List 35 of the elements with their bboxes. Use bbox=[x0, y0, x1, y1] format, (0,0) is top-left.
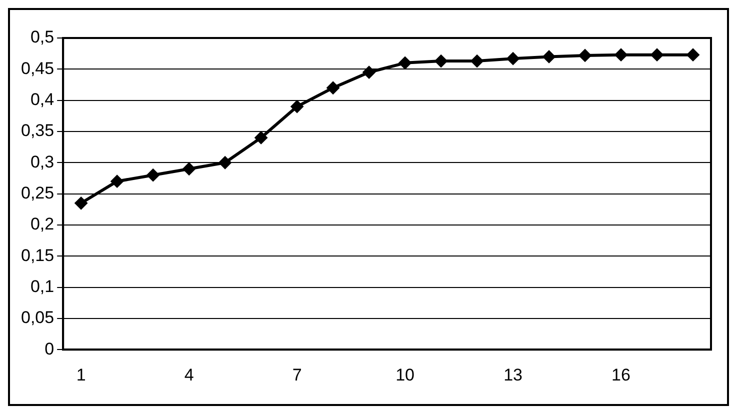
y-tick-label: 0,35 bbox=[20, 121, 54, 140]
point bbox=[254, 131, 268, 144]
x-tick-label: 4 bbox=[184, 365, 194, 384]
y-tick-label: 0,15 bbox=[20, 246, 54, 265]
point bbox=[650, 48, 664, 62]
x-tick-label: 7 bbox=[292, 365, 302, 384]
point bbox=[470, 54, 484, 68]
y-tick-label: 0,25 bbox=[20, 183, 54, 202]
y-tick-label: 0,05 bbox=[20, 308, 54, 328]
point bbox=[182, 162, 196, 176]
y-tick-label: 0,45 bbox=[20, 58, 54, 78]
point bbox=[146, 168, 160, 182]
y-tick-label: 0,3 bbox=[30, 152, 54, 172]
y-tick-label: 0 bbox=[44, 339, 54, 358]
y-tick-label: 0,5 bbox=[30, 28, 54, 47]
x-tick-label: 13 bbox=[504, 365, 522, 384]
y-tick-label: 0,2 bbox=[30, 214, 54, 234]
point bbox=[290, 100, 304, 114]
point bbox=[434, 54, 448, 68]
x-tick-label: 10 bbox=[396, 365, 414, 384]
point bbox=[542, 50, 556, 64]
point bbox=[110, 174, 124, 188]
y-tick-label: 0,4 bbox=[30, 90, 54, 110]
point bbox=[614, 48, 628, 62]
point bbox=[74, 196, 88, 210]
point bbox=[218, 156, 232, 170]
point bbox=[326, 81, 340, 94]
point bbox=[362, 66, 376, 79]
y-tick-label: 0,1 bbox=[30, 276, 54, 296]
point bbox=[578, 48, 592, 62]
point bbox=[686, 48, 700, 62]
point bbox=[398, 56, 412, 70]
point bbox=[506, 52, 520, 66]
x-tick-label: 16 bbox=[612, 365, 630, 384]
x-tick-label: 1 bbox=[76, 365, 86, 384]
